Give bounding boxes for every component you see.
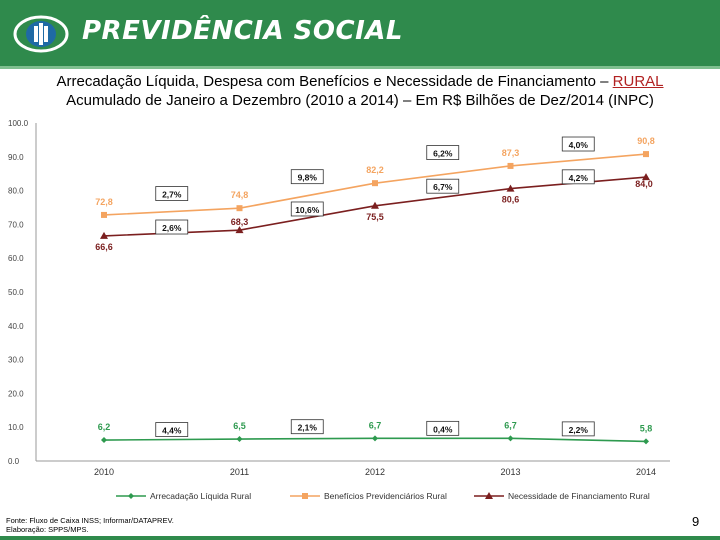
point-beneficios	[643, 151, 649, 158]
point-necessidade	[506, 184, 515, 192]
y-tick-label: 60.0	[8, 254, 24, 263]
growth-box	[561, 136, 595, 152]
y-tick-label: 70.0	[8, 220, 24, 229]
point-arrecadacao	[507, 435, 514, 442]
y-tick-label: 90.0	[8, 153, 24, 162]
y-tick-label: 0.0	[8, 457, 20, 466]
chart-title: Arrecadação Líquida, Despesa com Benefíc…	[0, 72, 720, 110]
data-label-necessidade: 75,5	[366, 212, 384, 222]
data-label-necessidade: 84,0	[635, 179, 653, 189]
y-tick-label: 10.0	[8, 423, 24, 432]
growth-box	[561, 421, 595, 437]
point-beneficios	[236, 205, 243, 212]
growth-label: 9,8%	[298, 173, 318, 183]
data-label-beneficios: 72,8	[95, 197, 113, 207]
x-tick-label: 2010	[94, 467, 114, 477]
data-label-beneficios: 82,2	[366, 165, 384, 175]
y-tick-label: 20.0	[8, 389, 24, 398]
growth-label: 4,2%	[569, 173, 589, 183]
data-label-arrecadacao: 6,7	[369, 420, 382, 430]
y-tick-label: 100.0	[8, 119, 29, 128]
growth-box	[290, 201, 324, 217]
point-arrecadacao	[643, 438, 649, 445]
data-label-necessidade: 68,3	[231, 217, 249, 227]
growth-label: 2,7%	[162, 190, 182, 200]
x-tick-label: 2014	[636, 467, 656, 477]
growth-label: 4,0%	[569, 140, 589, 150]
growth-box	[561, 169, 595, 185]
data-label-arrecadacao: 6,2	[98, 422, 111, 432]
data-label-necessidade: 66,6	[95, 242, 113, 252]
point-arrecadacao	[372, 435, 378, 442]
elaboration-text: Elaboração: SPPS/MPS.	[6, 525, 89, 534]
growth-box	[290, 419, 324, 435]
x-tick-label: 2012	[365, 467, 385, 477]
growth-label: 2,6%	[162, 223, 182, 233]
data-label-beneficios: 90,8	[637, 136, 655, 146]
legend-marker-necessidade	[485, 492, 493, 499]
point-beneficios	[101, 211, 107, 218]
legend-label-arrecadacao: Arrecadação Líquida Rural	[150, 491, 251, 501]
point-beneficios	[507, 162, 514, 169]
point-beneficios	[372, 180, 378, 187]
growth-label: 2,2%	[569, 425, 589, 435]
legend-label-necessidade: Necessidade de Financiamento Rural	[508, 491, 650, 501]
y-tick-label: 30.0	[8, 356, 24, 365]
point-arrecadacao	[236, 436, 243, 443]
growth-box	[155, 219, 189, 235]
data-label-arrecadacao: 5,8	[640, 423, 653, 433]
legend-label-beneficios: Benefícios Previdenciários Rural	[324, 491, 447, 501]
data-label-necessidade: 80,6	[502, 195, 520, 205]
title-line1: Arrecadação Líquida, Despesa com Benefíc…	[56, 73, 613, 90]
previdencia-logo-icon	[13, 15, 69, 53]
footer-bar	[0, 536, 720, 540]
growth-label: 2,1%	[298, 423, 318, 433]
header-bar	[0, 0, 720, 66]
growth-box	[426, 145, 460, 160]
growth-box	[426, 420, 460, 436]
point-arrecadacao	[101, 437, 107, 444]
x-tick-label: 2011	[230, 467, 249, 477]
growth-box	[155, 422, 189, 437]
title-highlight: RURAL	[612, 73, 664, 90]
y-tick-label: 80.0	[8, 187, 24, 196]
brand-title: PREVIDÊNCIA SOCIAL	[82, 16, 403, 46]
growth-label: 0,4%	[433, 424, 453, 434]
growth-label: 6,2%	[433, 149, 453, 159]
growth-label: 4,4%	[162, 426, 182, 436]
x-tick-label: 2013	[500, 467, 520, 477]
footer-source: Fonte: Fluxo de Caixa INSS; Informar/DAT…	[6, 516, 174, 534]
legend-marker-beneficios	[302, 493, 308, 499]
y-tick-label: 40.0	[8, 322, 24, 331]
source-text: Fonte: Fluxo de Caixa INSS; Informar/DAT…	[6, 516, 174, 525]
point-necessidade	[235, 226, 244, 234]
title-line2: Acumulado de Janeiro a Dezembro (2010 a …	[66, 92, 654, 109]
growth-box	[290, 169, 324, 185]
y-tick-label: 50.0	[8, 288, 24, 297]
growth-label: 6,7%	[433, 182, 453, 192]
data-label-beneficios: 87,3	[502, 148, 520, 158]
line-chart: 0.0 10.0 20.0 30.0 40.0 50.0 60.0 70.0 80.0 90.0 1…	[8, 119, 670, 501]
growth-label: 10,6%	[295, 205, 320, 215]
data-label-beneficios: 74,8	[231, 190, 249, 200]
page-number: 9	[692, 514, 700, 529]
growth-box	[426, 178, 460, 194]
legend-marker-arrecadacao	[128, 493, 134, 499]
point-necessidade	[642, 173, 650, 181]
data-label-arrecadacao: 6,7	[504, 420, 517, 430]
growth-box	[155, 186, 189, 201]
header-divider	[0, 66, 720, 69]
point-necessidade	[371, 201, 379, 209]
data-label-arrecadacao: 6,5	[233, 421, 246, 431]
point-necessidade	[100, 231, 108, 239]
